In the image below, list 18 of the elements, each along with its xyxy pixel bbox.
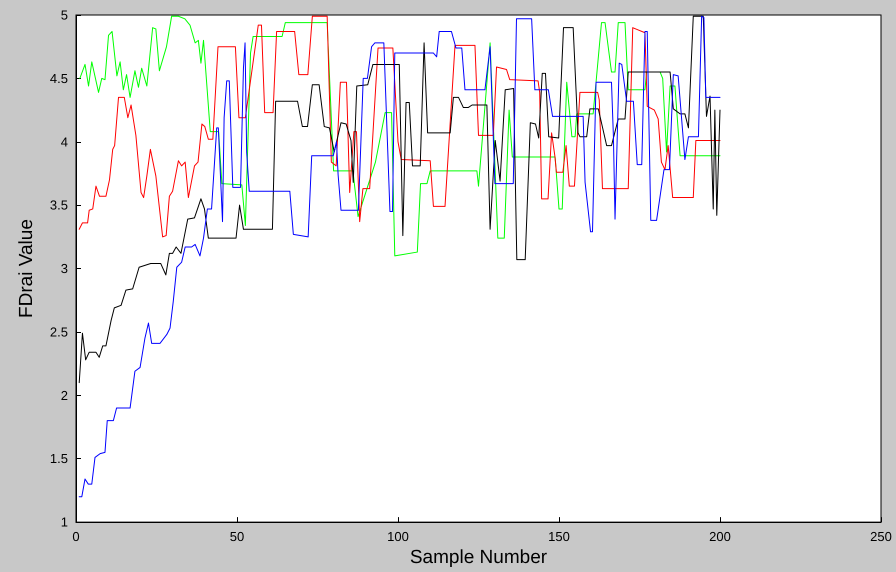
x-tick-label: 100 bbox=[387, 529, 409, 544]
x-tick-label: 150 bbox=[548, 529, 570, 544]
y-tick-label: 2 bbox=[60, 388, 68, 403]
x-tick-label: 50 bbox=[230, 529, 244, 544]
y-tick-label: 4.5 bbox=[50, 70, 68, 86]
y-tick-label: 3.5 bbox=[50, 198, 68, 213]
x-axis-title: Sample Number bbox=[410, 547, 548, 568]
x-tick-label: 200 bbox=[709, 529, 731, 544]
y-tick-label: 1.5 bbox=[50, 451, 68, 466]
line-series bbox=[78, 16, 720, 498]
y-tick-label: 4 bbox=[60, 134, 68, 150]
x-tick-label: 0 bbox=[72, 529, 80, 544]
y-tick-label: 2.5 bbox=[50, 324, 68, 340]
y-tick-label: 5 bbox=[60, 8, 68, 22]
x-tick-label: 250 bbox=[870, 529, 892, 544]
y-axis-title: FDrai Value bbox=[16, 219, 37, 318]
y-tick-label: 1 bbox=[60, 514, 68, 530]
y-tick-label: 3 bbox=[60, 261, 68, 276]
